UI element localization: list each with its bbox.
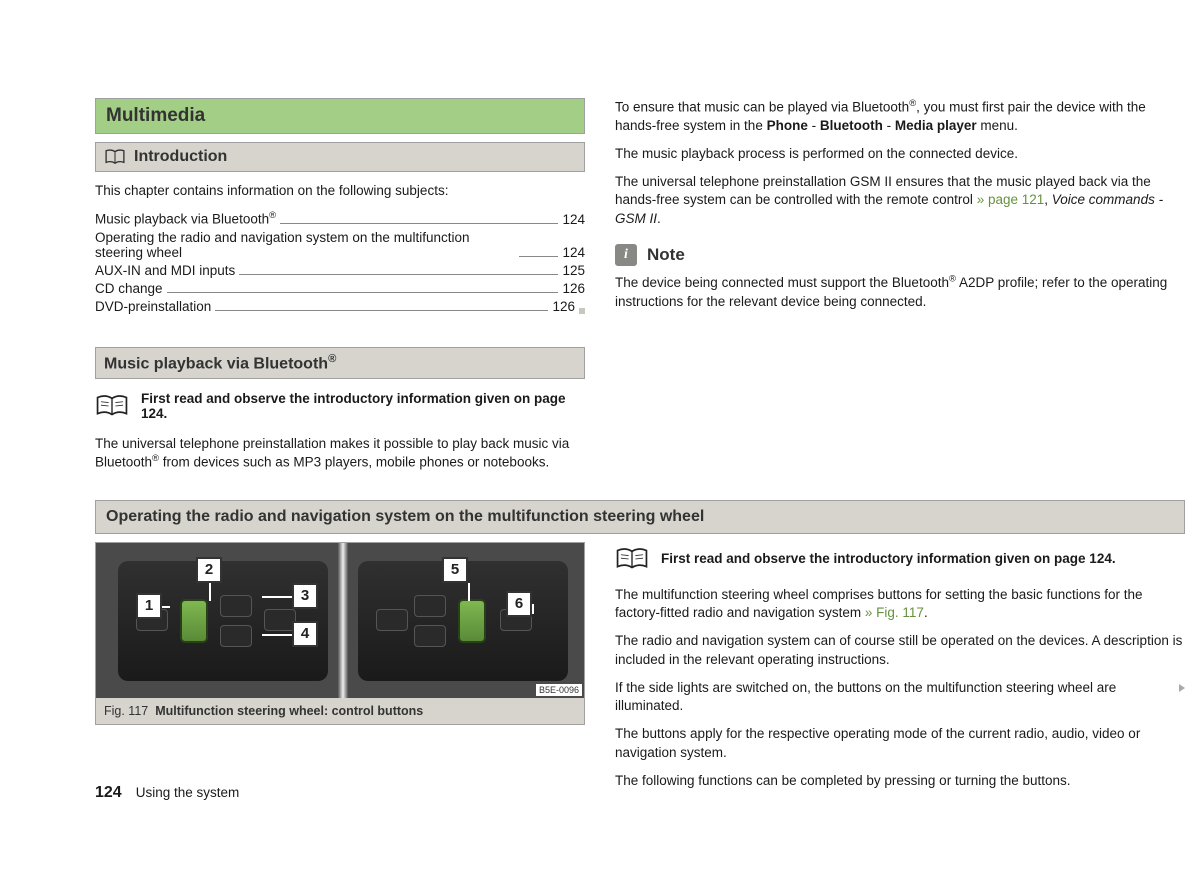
toc-label: Music playback via Bluetooth® [95, 210, 276, 227]
read-first-text: First read and observe the introductory … [141, 391, 585, 421]
toc-page: 124 [562, 245, 585, 260]
figure-number: Fig. 117 [104, 704, 148, 718]
introduction-heading: Introduction [95, 142, 585, 172]
steering-paragraph: The radio and navigation system can of c… [615, 632, 1185, 668]
toc-label: DVD-preinstallation [95, 299, 211, 314]
info-icon: i [615, 244, 637, 266]
toc-list: Music playback via Bluetooth® 124 Operatin… [95, 210, 585, 314]
toc-item[interactable]: CD change 126 [95, 281, 585, 296]
footer-section: Using the system [136, 785, 240, 800]
toc-leader [519, 256, 558, 257]
toc-item[interactable]: Operating the radio and navigation syste… [95, 230, 585, 260]
toc-page: 126 [552, 299, 575, 314]
bluetooth-body: The universal telephone preinstallation … [95, 435, 585, 472]
note-title: Note [647, 245, 685, 265]
toc-leader [167, 292, 559, 293]
right-p1: To ensure that music can be played via B… [615, 98, 1185, 135]
callout-1: 1 [136, 593, 162, 619]
open-book-icon [95, 393, 129, 419]
figure-caption: Fig. 117 Multifunction steering wheel: c… [96, 698, 584, 724]
note-header: i Note [615, 244, 1185, 266]
toc-page: 126 [562, 281, 585, 296]
toc-page: 124 [562, 212, 585, 227]
toc-item[interactable]: AUX-IN and MDI inputs 125 [95, 263, 585, 278]
steering-paragraph: The following functions can be completed… [615, 772, 1185, 790]
toc-item[interactable]: Music playback via Bluetooth® 124 [95, 210, 585, 227]
figure-ref-code: B5E-0096 [536, 684, 582, 696]
toc-leader [280, 223, 558, 224]
callout-5: 5 [442, 557, 468, 583]
read-first-row-2: First read and observe the introductory … [615, 546, 1185, 572]
end-square-icon [579, 308, 585, 314]
bluetooth-heading-text: Music playback via Bluetooth® [104, 353, 336, 373]
figure-title: Multifunction steering wheel: control bu… [155, 704, 423, 718]
read-first-text-2: First read and observe the introductory … [661, 551, 1116, 566]
right-p3: The universal telephone preinstallation … [615, 173, 1185, 228]
bluetooth-heading: Music playback via Bluetooth® [95, 347, 585, 379]
steering-heading: Operating the radio and navigation syste… [95, 500, 1185, 534]
toc-page: 125 [562, 263, 585, 278]
chapter-title: Multimedia [95, 98, 585, 134]
page-footer: 124 Using the system [95, 784, 239, 802]
callout-3: 3 [292, 583, 318, 609]
toc-label: AUX-IN and MDI inputs [95, 263, 235, 278]
figure-117: 1 2 3 4 5 6 B5E-0096 [95, 542, 585, 725]
toc-item[interactable]: DVD-preinstallation 126 [95, 299, 585, 314]
book-icon [104, 149, 126, 165]
introduction-heading-text: Introduction [134, 148, 227, 166]
steering-paragraph: If the side lights are switched on, the … [615, 679, 1185, 715]
footer-page-number: 124 [95, 784, 122, 802]
toc-label: Operating the radio and navigation syste… [95, 230, 515, 260]
callout-2: 2 [196, 557, 222, 583]
read-first-row: First read and observe the introductory … [95, 391, 585, 421]
right-p2: The music playback process is performed … [615, 145, 1185, 163]
steering-paragraph: The multifunction steering wheel compris… [615, 586, 1185, 622]
toc-leader [239, 274, 558, 275]
callout-4: 4 [292, 621, 318, 647]
continue-arrow-icon [1179, 684, 1185, 692]
figure-image: 1 2 3 4 5 6 B5E-0096 [96, 543, 584, 698]
toc-leader [215, 310, 548, 311]
toc-label: CD change [95, 281, 163, 296]
open-book-icon [615, 546, 649, 572]
intro-lead-text: This chapter contains information on the… [95, 182, 585, 200]
steering-paragraph: The buttons apply for the respective ope… [615, 725, 1185, 761]
callout-6: 6 [506, 591, 532, 617]
note-body: The device being connected must support … [615, 274, 1185, 311]
